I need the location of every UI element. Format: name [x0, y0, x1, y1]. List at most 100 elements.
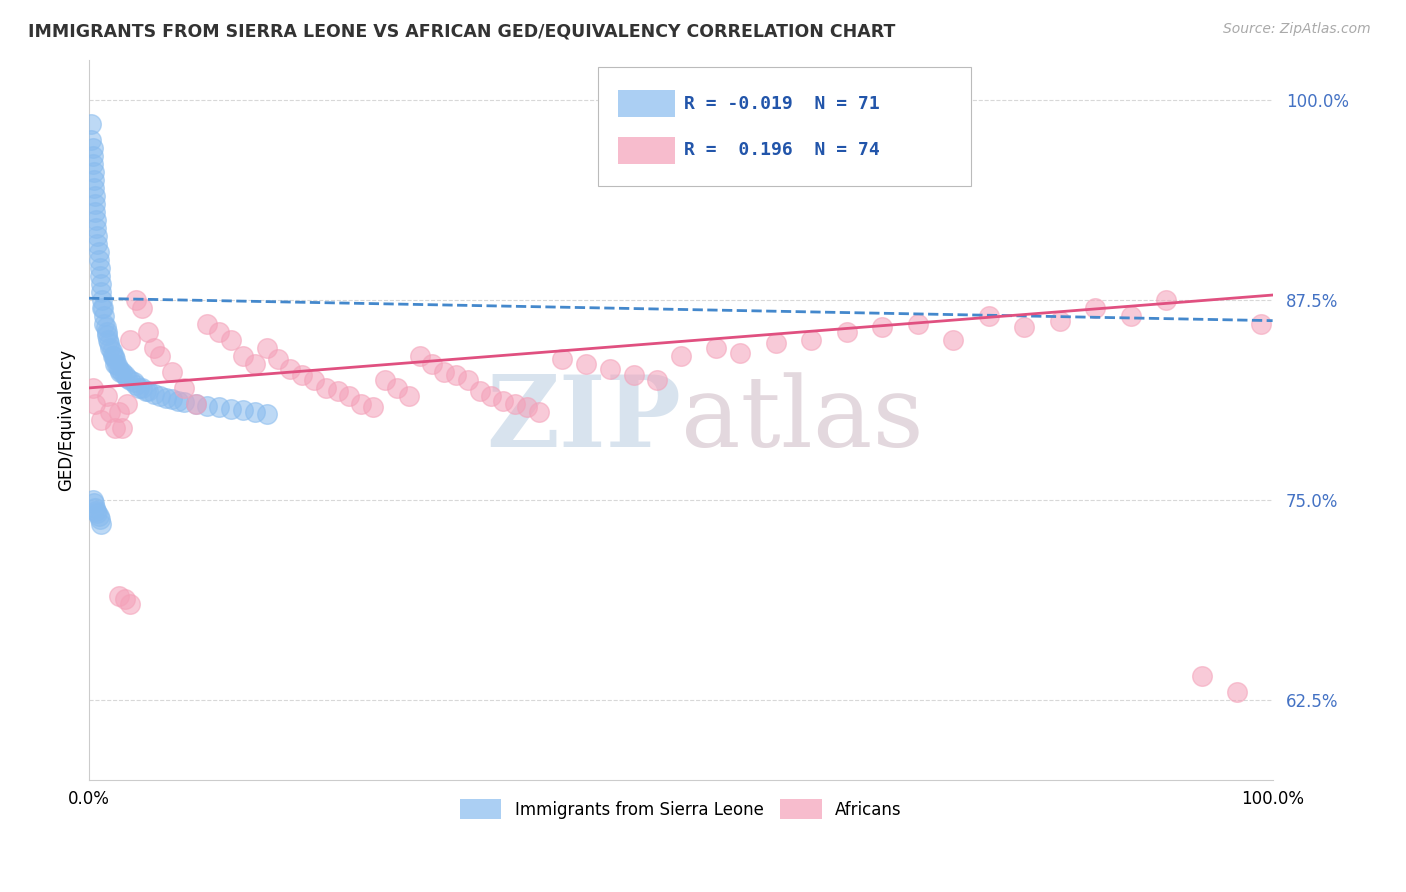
Point [291, 368, 314, 383]
Point [108, 365, 131, 379]
Point [599, 361, 621, 376]
Point [125, 293, 148, 307]
Point [84, 501, 107, 516]
Point [1250, 317, 1272, 331]
Point [516, 400, 538, 414]
Point [90, 285, 112, 299]
Point [107, 589, 129, 603]
Point [82, 141, 104, 155]
Point [197, 399, 219, 413]
Point [111, 365, 134, 379]
Point [96, 389, 118, 403]
Point [243, 405, 266, 419]
Point [82, 149, 104, 163]
Point [420, 357, 443, 371]
Point [870, 320, 893, 334]
Point [83, 172, 105, 186]
Point [87, 244, 110, 259]
Point [243, 357, 266, 371]
Point [232, 349, 254, 363]
Point [82, 157, 104, 171]
Point [136, 325, 159, 339]
Point [208, 325, 231, 339]
Point [374, 373, 396, 387]
Point [94, 320, 117, 334]
Point [160, 365, 183, 379]
Point [131, 381, 153, 395]
Point [256, 407, 278, 421]
Point [100, 344, 122, 359]
Point [1012, 320, 1035, 334]
Point [84, 212, 107, 227]
Point [97, 333, 120, 347]
Point [120, 333, 142, 347]
Point [339, 389, 361, 403]
Point [361, 400, 384, 414]
Point [104, 421, 127, 435]
Text: IMMIGRANTS FROM SIERRA LEONE VS AFRICAN GED/EQUIVALENCY CORRELATION CHART: IMMIGRANTS FROM SIERRA LEONE VS AFRICAN … [28, 22, 896, 40]
Point [83, 496, 105, 510]
Point [184, 397, 207, 411]
Point [96, 325, 118, 339]
Point [93, 317, 115, 331]
Point [84, 504, 107, 518]
Point [623, 368, 645, 383]
Point [444, 368, 467, 383]
Point [83, 180, 105, 194]
Point [107, 361, 129, 376]
Point [83, 164, 105, 178]
Point [91, 293, 114, 307]
Point [160, 392, 183, 406]
Point [350, 397, 373, 411]
Point [104, 357, 127, 371]
Point [90, 277, 112, 291]
Point [1226, 685, 1249, 699]
Point [89, 260, 111, 275]
Point [87, 509, 110, 524]
Point [131, 301, 153, 315]
Point [115, 397, 138, 411]
Point [765, 336, 787, 351]
Point [208, 400, 231, 414]
Point [86, 506, 108, 520]
Point [114, 368, 136, 383]
Point [645, 373, 668, 387]
FancyBboxPatch shape [619, 136, 675, 164]
Text: ZIP: ZIP [486, 371, 681, 468]
Point [89, 512, 111, 526]
Point [835, 325, 858, 339]
Point [173, 395, 195, 409]
Point [433, 365, 456, 379]
Point [398, 389, 420, 403]
Point [84, 220, 107, 235]
Point [219, 401, 242, 416]
Point [527, 405, 550, 419]
Point [98, 336, 121, 351]
Point [86, 236, 108, 251]
Point [232, 403, 254, 417]
Point [103, 349, 125, 363]
Point [86, 228, 108, 243]
Point [84, 196, 107, 211]
Point [551, 352, 574, 367]
Point [326, 384, 349, 398]
Point [128, 381, 150, 395]
Point [1084, 301, 1107, 315]
Point [80, 117, 103, 131]
Point [669, 349, 692, 363]
Point [115, 371, 138, 385]
Point [104, 352, 127, 367]
Point [84, 188, 107, 202]
Point [278, 361, 301, 376]
Point [197, 317, 219, 331]
Point [492, 393, 515, 408]
Point [1154, 293, 1177, 307]
Point [1119, 309, 1142, 323]
Point [267, 352, 290, 367]
Point [100, 405, 122, 419]
Point [82, 381, 104, 395]
FancyBboxPatch shape [598, 67, 970, 186]
Point [503, 397, 526, 411]
Point [84, 204, 107, 219]
Point [942, 333, 965, 347]
